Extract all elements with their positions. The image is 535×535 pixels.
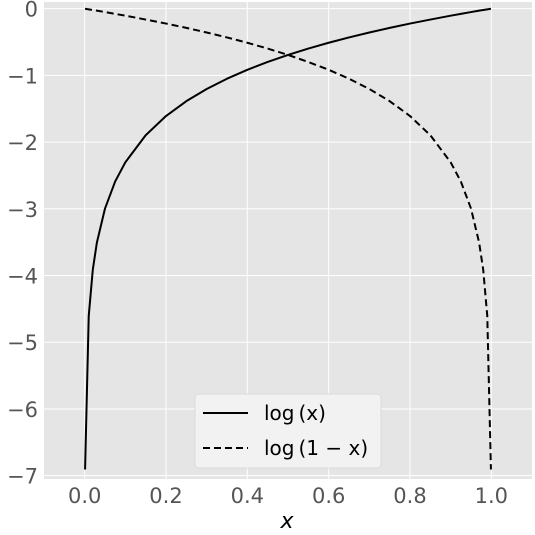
legend: log (x) log (1 − x) (194, 393, 382, 469)
series-line-log-x (84, 7, 492, 470)
y-tick-label-5: −5 (7, 331, 38, 355)
x-tick-label-1: 0.2 (149, 484, 182, 508)
y-tick-label-0: 0 (25, 0, 38, 22)
y-tick-label-3: −3 (7, 198, 38, 222)
x-tick-label-2: 0.4 (231, 484, 264, 508)
y-tick-label-6: −6 (7, 398, 38, 422)
x-axis-label: x (279, 509, 294, 534)
grid (44, 2, 532, 479)
x-tick-label-5: 1.0 (475, 484, 508, 508)
x-tick-label-0: 0.0 (68, 484, 101, 508)
legend-label-log-1-minus-x: log (1 − x) (264, 436, 368, 460)
x-tick-label-4: 0.8 (393, 484, 426, 508)
series-group (84, 7, 492, 470)
y-tick-label-1: −1 (7, 64, 38, 88)
x-tick-label-3: 0.6 (312, 484, 345, 508)
legend-label-log-x: log (x) (264, 401, 326, 425)
series-line-log-1-minus-x (84, 7, 492, 470)
x-tick-labels: 0.0 0.2 0.4 0.6 0.8 1.0 (68, 484, 508, 508)
y-tick-label-4: −4 (7, 265, 38, 289)
y-tick-label-7: −7 (7, 465, 38, 489)
y-tick-label-2: −2 (7, 131, 38, 155)
y-tick-labels: 0 −1 −2 −3 −4 −5 −6 −7 (7, 0, 38, 489)
